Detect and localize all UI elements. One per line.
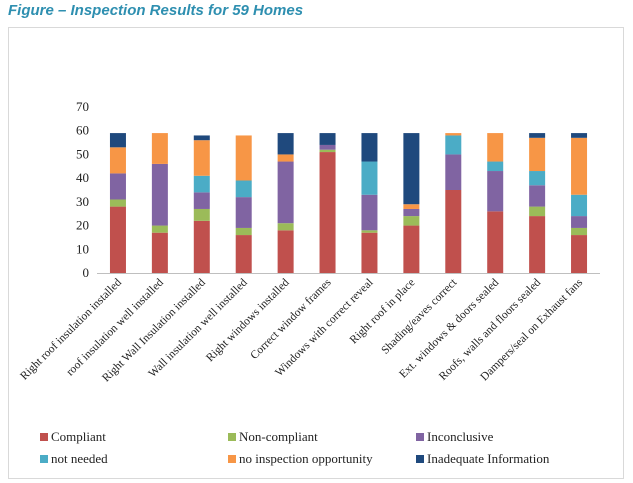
- bar-segment: [277, 161, 294, 224]
- y-tick-label: 60: [76, 123, 89, 138]
- bar-segment: [235, 197, 252, 228]
- bar-segment: [319, 149, 336, 153]
- bar-segment: [277, 133, 294, 155]
- legend-swatch: [416, 433, 424, 441]
- bar-segment: [403, 216, 420, 226]
- bar-segment: [529, 133, 546, 138]
- bar-segment: [235, 235, 252, 273]
- x-category-label: Shading/eaves correct: [379, 276, 460, 357]
- bar-segment: [277, 223, 294, 231]
- bar-segment: [529, 171, 546, 186]
- bar-segment: [445, 154, 462, 190]
- bar-segment: [109, 199, 126, 207]
- legend-label: Compliant: [51, 429, 106, 444]
- bar-segment: [109, 206, 126, 273]
- bar-segment: [361, 232, 378, 273]
- bar-segment: [193, 140, 210, 176]
- bar-segment: [193, 135, 210, 141]
- bar-segment: [403, 204, 420, 209]
- bar-segment: [487, 171, 504, 212]
- bar-segment: [571, 227, 588, 236]
- legend-label: Inconclusive: [427, 429, 494, 444]
- bar-segment: [529, 216, 546, 273]
- bar-segment: [235, 227, 252, 236]
- bar-segment: [361, 194, 378, 231]
- bar-segment: [319, 133, 336, 145]
- bar-segment: [361, 230, 378, 233]
- bar-segment: [529, 137, 546, 172]
- x-category-label: Correct window frames: [248, 276, 334, 362]
- bar-segment: [151, 225, 168, 233]
- legend-label: not needed: [51, 451, 108, 466]
- bar-segment: [151, 133, 168, 164]
- bar-segment: [487, 161, 504, 172]
- bar-segment: [109, 173, 126, 200]
- bar-segment: [571, 216, 588, 228]
- legend-label: Non-compliant: [239, 429, 318, 444]
- bar-segment: [487, 133, 504, 162]
- bar-segment: [193, 175, 210, 193]
- bar-segment: [529, 206, 546, 217]
- bar-segment: [571, 194, 588, 217]
- bar-segment: [235, 180, 252, 198]
- bar-segment: [151, 163, 168, 226]
- bar-segment: [235, 135, 252, 181]
- bar-segment: [403, 133, 420, 205]
- bar-segment: [193, 192, 210, 209]
- bar-segment: [571, 137, 588, 195]
- bar-segment: [487, 211, 504, 273]
- bar-segment: [193, 208, 210, 221]
- y-tick-label: 0: [83, 265, 90, 280]
- y-tick-label: 30: [76, 194, 89, 209]
- y-tick-label: 70: [76, 99, 89, 114]
- bar-segment: [445, 190, 462, 273]
- legend-swatch: [40, 455, 48, 463]
- y-tick-label: 10: [76, 241, 89, 256]
- bar-segment: [571, 235, 588, 273]
- bar-segment: [571, 133, 588, 138]
- y-tick-label: 40: [76, 170, 89, 185]
- bar-segment: [529, 185, 546, 207]
- legend-label: no inspection opportunity: [239, 451, 373, 466]
- bar-segment: [319, 144, 336, 150]
- y-tick-label: 50: [76, 146, 89, 161]
- bar-segment: [361, 161, 378, 195]
- bar-segment: [109, 133, 126, 148]
- bar-segment: [109, 147, 126, 174]
- x-category-label: Right windows installed: [204, 276, 292, 364]
- bar-segment: [403, 208, 420, 217]
- bar-segment: [361, 133, 378, 162]
- bar-segment: [319, 152, 336, 273]
- bar-segment: [277, 230, 294, 273]
- legend-swatch: [228, 455, 236, 463]
- bar-segment: [277, 154, 294, 162]
- bar-segment: [193, 220, 210, 273]
- legend-label: Inadequate Information: [427, 451, 550, 466]
- legend-swatch: [416, 455, 424, 463]
- bar-segment: [403, 225, 420, 273]
- bar-segment: [445, 133, 462, 136]
- figure-title: Figure – Inspection Results for 59 Homes: [8, 2, 304, 19]
- bar-segment: [151, 232, 168, 273]
- bar-segment: [445, 135, 462, 155]
- legend-swatch: [228, 433, 236, 441]
- legend-swatch: [40, 433, 48, 441]
- y-tick-label: 20: [76, 218, 89, 233]
